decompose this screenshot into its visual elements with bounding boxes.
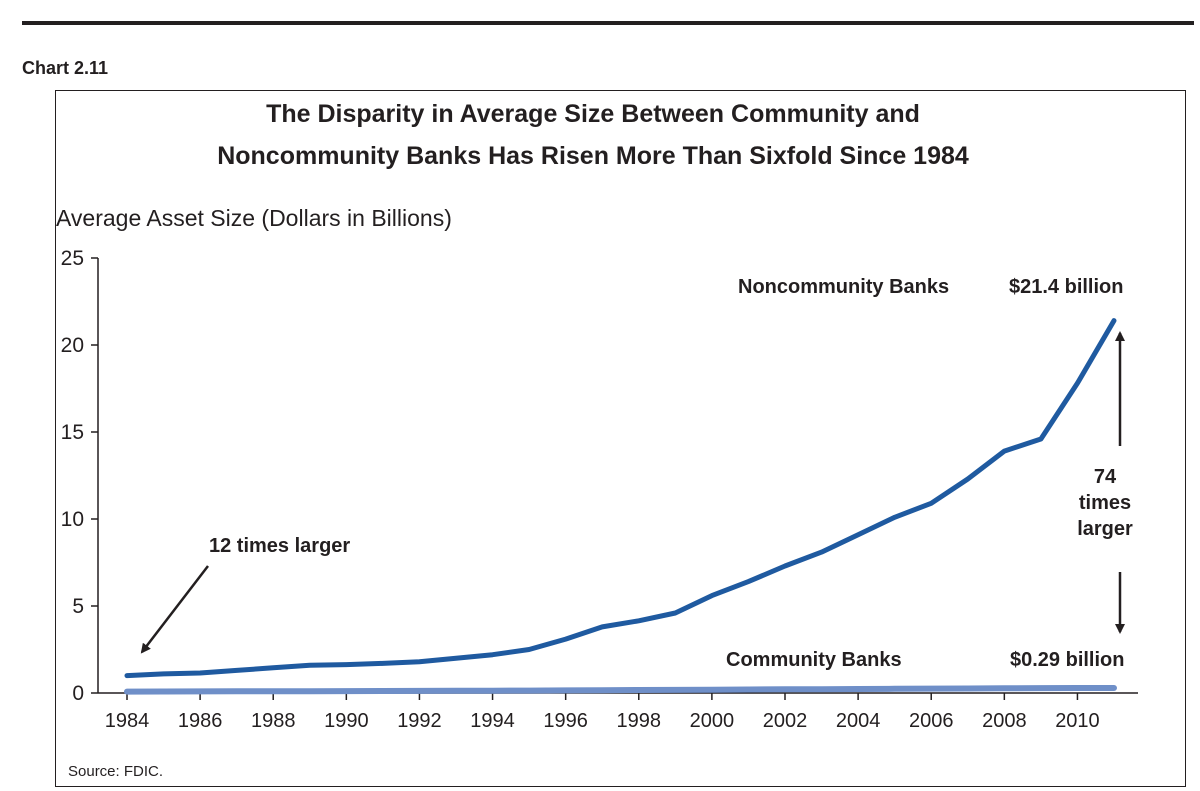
series-line-community <box>124 685 1117 695</box>
annotation-larger: larger <box>1077 518 1133 540</box>
x-tick-label: 1988 <box>251 710 296 732</box>
x-tick-label: 2000 <box>690 710 735 732</box>
y-tick-label: 10 <box>61 508 84 531</box>
y-tick-label: 15 <box>61 421 84 444</box>
y-tick-label: 5 <box>72 595 84 618</box>
annotation-74: 74 <box>1093 466 1117 488</box>
annotation-times: times <box>1078 492 1132 514</box>
x-tick-label: 2006 <box>909 710 954 732</box>
chart-title-line-2: Noncommunity Banks Has Risen More Than S… <box>217 142 969 170</box>
source-note: Source: FDIC. <box>68 763 164 780</box>
y-tick-label: 0 <box>72 682 84 705</box>
x-tick-label: 1994 <box>470 710 515 732</box>
y-tick-label: 20 <box>61 334 84 357</box>
chart-frame <box>55 90 1186 787</box>
series-label-noncommunity: Noncommunity Banks <box>738 276 950 298</box>
value-label-noncommunity: $21.4 billion <box>1009 276 1124 298</box>
series-label-community: Community Banks <box>726 649 902 671</box>
x-tick-label: 1992 <box>397 710 442 732</box>
x-tick-label: 1984 <box>105 710 150 732</box>
x-tick-label: 1998 <box>617 710 662 732</box>
x-tick-label: 2010 <box>1055 710 1100 732</box>
x-tick-label: 2002 <box>763 710 808 732</box>
x-tick-label: 2004 <box>836 710 881 732</box>
y-tick-label: 25 <box>61 247 84 270</box>
arrow-12-times <box>140 565 209 654</box>
x-tick-label: 2008 <box>982 710 1027 732</box>
y-axis-label: Average Asset Size (Dollars in Billions) <box>56 205 452 231</box>
x-tick-label: 1986 <box>178 710 223 732</box>
annotation-12-times-larger: 12 times larger <box>209 535 351 557</box>
x-tick-label: 1996 <box>543 710 588 732</box>
chart-title-line-1: The Disparity in Average Size Between Co… <box>266 100 920 128</box>
top-rule <box>22 21 1194 25</box>
series-line-noncommunity <box>124 318 1117 679</box>
chart-number: Chart 2.11 <box>22 58 109 78</box>
value-label-community: $0.29 billion <box>1010 649 1125 671</box>
x-tick-label: 1990 <box>324 710 369 732</box>
